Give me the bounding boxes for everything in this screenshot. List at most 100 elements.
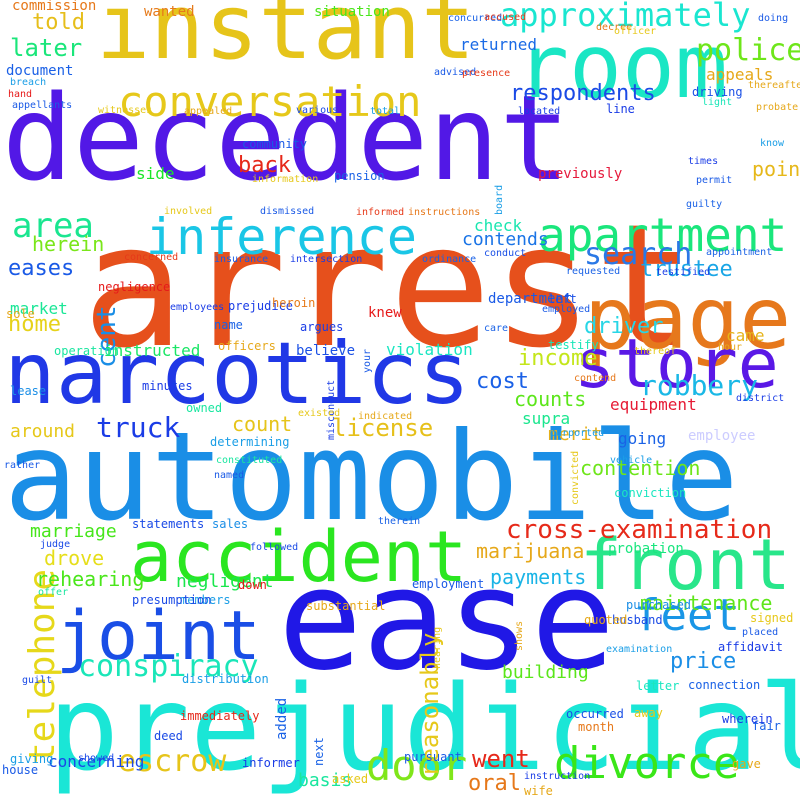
cloud-word: area: [12, 205, 94, 246]
cloud-word: wanted: [144, 4, 195, 21]
cloud-word: dismissed: [260, 205, 315, 217]
cloud-word: therein: [378, 515, 421, 527]
cloud-word: around: [10, 421, 76, 443]
cloud-word: away: [634, 705, 663, 720]
cloud-word: believe: [296, 343, 356, 360]
cloud-word: marijuana: [476, 538, 585, 563]
cloud-word: hour: [718, 341, 743, 353]
cloud-word: officers: [218, 338, 276, 353]
cloud-word: document: [6, 63, 74, 80]
cloud-word: accused: [484, 11, 527, 23]
cloud-word: narcotics: [4, 323, 470, 424]
cloud-word: involved: [164, 205, 213, 217]
cloud-word: instant: [96, 0, 476, 81]
cloud-word: merit: [548, 424, 603, 446]
cloud-word: members: [180, 592, 231, 607]
cloud-word: appellants: [12, 99, 73, 111]
cloud-word: vehicle: [610, 454, 653, 466]
cloud-word: substantial: [306, 598, 386, 613]
cloud-word: oral: [468, 770, 521, 796]
cloud-word: signed: [750, 610, 794, 625]
cloud-word: police: [696, 33, 800, 69]
cloud-word: eases: [8, 255, 75, 281]
cloud-word: returned: [460, 35, 538, 55]
cloud-word: convicted: [570, 450, 582, 505]
cloud-word: decedent: [2, 69, 571, 208]
cloud-word: room: [516, 15, 728, 119]
cloud-word: approximately: [500, 0, 751, 34]
cloud-word: equipment: [610, 395, 697, 415]
cloud-word: examination: [606, 643, 673, 655]
cloud-word: contends: [462, 229, 549, 251]
cloud-word: telephone: [22, 568, 64, 764]
cloud-word: instructed: [104, 341, 201, 361]
cloud-word: presence: [462, 67, 511, 79]
cloud-word: went: [472, 744, 530, 773]
cloud-word: concurred: [448, 12, 503, 24]
cloud-word: previously: [538, 166, 623, 183]
cloud-word: intersection: [290, 253, 363, 265]
cloud-word: appeals: [706, 65, 774, 85]
cloud-word: quoted: [584, 612, 628, 627]
cloud-word: concerning: [48, 752, 145, 772]
cloud-word: count: [232, 411, 293, 436]
cloud-word: giving: [10, 751, 54, 766]
cloud-word: house: [2, 762, 39, 777]
cloud-word: violation: [386, 340, 473, 360]
cloud-word: asked: [332, 771, 369, 786]
cloud-word: purported: [550, 427, 605, 439]
cloud-word: information: [252, 173, 319, 185]
cloud-word: named: [214, 469, 245, 481]
cloud-word: left: [548, 291, 577, 306]
cloud-word: payments: [490, 564, 587, 589]
cloud-word: automobile: [4, 405, 739, 548]
cloud-word: permit: [696, 174, 733, 186]
cloud-word: statements: [132, 516, 205, 531]
cloud-word: heroin: [272, 295, 316, 310]
cloud-word: page: [584, 268, 792, 369]
cloud-word: advised: [434, 66, 477, 78]
cloud-word: doing: [758, 12, 789, 24]
cloud-word: minutes: [142, 378, 193, 393]
cloud-word: driver: [584, 313, 664, 339]
cloud-word: owned: [186, 400, 223, 415]
cloud-word: immediately: [180, 708, 260, 723]
cloud-word: hearing: [432, 626, 444, 669]
cloud-word: instruction: [524, 770, 591, 782]
cloud-word: pursuant: [404, 749, 462, 764]
cloud-word: prejudicial: [48, 659, 800, 798]
cloud-word: located: [518, 105, 561, 117]
cloud-word: pension: [334, 168, 385, 183]
cloud-word: feet: [634, 589, 740, 641]
cloud-word: respondents: [510, 80, 656, 106]
cloud-word: came: [726, 326, 765, 346]
cloud-word: line: [606, 101, 635, 116]
cloud-word: requested: [566, 265, 621, 277]
cloud-word: market: [10, 299, 68, 319]
cloud-word: joint: [56, 597, 261, 677]
cloud-word: side: [136, 164, 175, 184]
cloud-word: testified: [656, 266, 711, 278]
cloud-word: know: [760, 137, 785, 149]
cloud-word: placed: [742, 626, 779, 638]
cloud-word: basis: [298, 770, 353, 792]
cloud-word: cost: [476, 368, 529, 394]
cloud-word: income: [518, 345, 598, 371]
cloud-word: arrest: [82, 187, 697, 386]
cloud-word: connection: [688, 677, 761, 692]
cloud-word: conversation: [118, 77, 422, 127]
cloud-word: employed: [542, 303, 591, 315]
cloud-word: counts: [514, 386, 587, 411]
cloud-word: employee: [688, 428, 756, 445]
cloud-word: knew: [368, 305, 402, 322]
cloud-word: cross-examination: [506, 515, 773, 546]
cloud-word: witnesses: [98, 104, 153, 116]
cloud-word: your: [362, 348, 374, 373]
cloud-word: rehearing: [36, 566, 145, 591]
cloud-word: thereof: [634, 345, 677, 357]
cloud-word: insurance: [214, 253, 269, 265]
cloud-word: apartment: [538, 207, 788, 262]
cloud-word: affidavit: [718, 639, 784, 654]
cloud-word: told: [32, 9, 85, 35]
cloud-word: store: [574, 325, 779, 405]
